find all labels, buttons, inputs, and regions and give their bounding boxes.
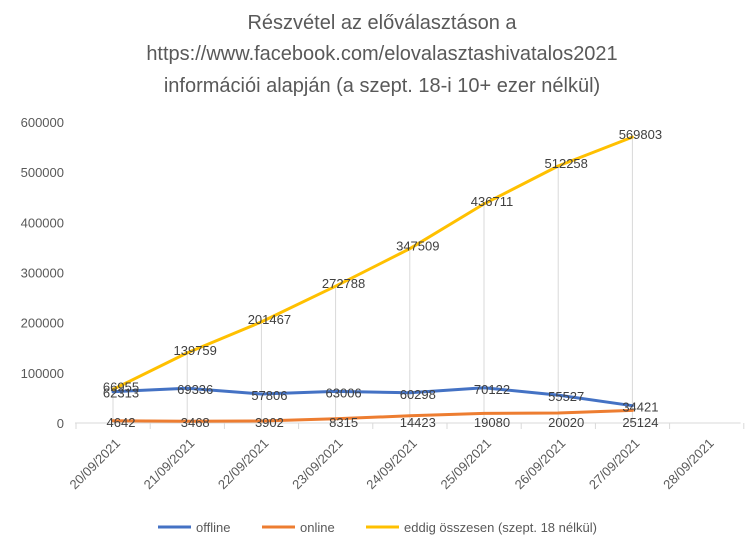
data-label-total: 272788 <box>322 276 365 291</box>
legend: offline online eddig összesen (szept. 18 n… <box>158 520 597 535</box>
x-tick-label: 23/09/2021 <box>289 436 346 493</box>
data-label-offline: 34421 <box>622 400 658 415</box>
y-tick-label: 300000 <box>21 266 64 281</box>
data-label-online: 8315 <box>329 415 358 430</box>
data-label-online: 19080 <box>474 415 510 430</box>
y-tick-label: 600000 <box>21 115 64 130</box>
plot-area: 0 100000 200000 300000 400000 500000 600000 20/… <box>21 115 745 493</box>
data-label-online: 25124 <box>622 415 658 430</box>
data-label-total: 201467 <box>248 312 291 327</box>
data-label-total: 436711 <box>471 194 513 209</box>
x-tick-label: 20/09/2021 <box>66 436 123 493</box>
data-label-offline: 62313 <box>103 386 139 401</box>
legend-label-offline: offline <box>196 520 230 535</box>
x-tick-label: 22/09/2021 <box>215 436 272 493</box>
data-label-online: 14423 <box>400 415 436 430</box>
series-line-online <box>111 408 634 423</box>
data-label-total: 347509 <box>396 239 439 254</box>
x-tick-label: 21/09/2021 <box>141 436 198 493</box>
data-label-online: 3902 <box>255 415 284 430</box>
data-label-offline: 69336 <box>177 382 213 397</box>
x-tick-label: 24/09/2021 <box>363 436 420 493</box>
y-tick-label: 200000 <box>21 316 64 331</box>
x-tick-label: 27/09/2021 <box>586 436 643 493</box>
chart-title-line-2: https://www.facebook.com/elovalasztashiv… <box>146 43 617 65</box>
data-label-total: 66955 <box>103 379 139 394</box>
data-label-online: 4642 <box>107 415 136 430</box>
chart-title-line-1: Részvétel az előválasztáson a <box>247 12 517 34</box>
chart-title: Részvétel az előválasztáson a https://ww… <box>146 12 617 97</box>
data-label-online: 20020 <box>548 415 584 430</box>
chart-title-line-3: információi alapján (a szept. 18-i 10+ e… <box>164 75 600 97</box>
x-tick-label: 28/09/2021 <box>660 436 717 493</box>
legend-label-online: online <box>300 520 335 535</box>
data-label-offline: 55527 <box>548 389 584 404</box>
data-label-online: 3468 <box>181 415 210 430</box>
data-label-offline: 70122 <box>474 382 510 397</box>
legend-label-total: eddig összesen (szept. 18 nélkül) <box>404 520 597 535</box>
data-label-total: 512258 <box>545 156 588 171</box>
x-tick-label: 25/09/2021 <box>437 436 494 493</box>
data-label-offline: 63006 <box>326 385 362 400</box>
y-tick-label: 100000 <box>21 366 64 381</box>
x-tick-label: 26/09/2021 <box>512 436 569 493</box>
series-line-total <box>111 135 634 391</box>
series-line-offline <box>111 386 634 408</box>
y-tick-label: 400000 <box>21 215 64 230</box>
data-label-total: 139759 <box>174 343 217 358</box>
data-label-offline: 60298 <box>400 387 436 402</box>
y-tick-label: 0 <box>57 416 64 431</box>
data-label-total: 569803 <box>619 127 662 142</box>
data-label-offline: 57806 <box>251 388 287 403</box>
y-tick-label: 500000 <box>21 165 64 180</box>
